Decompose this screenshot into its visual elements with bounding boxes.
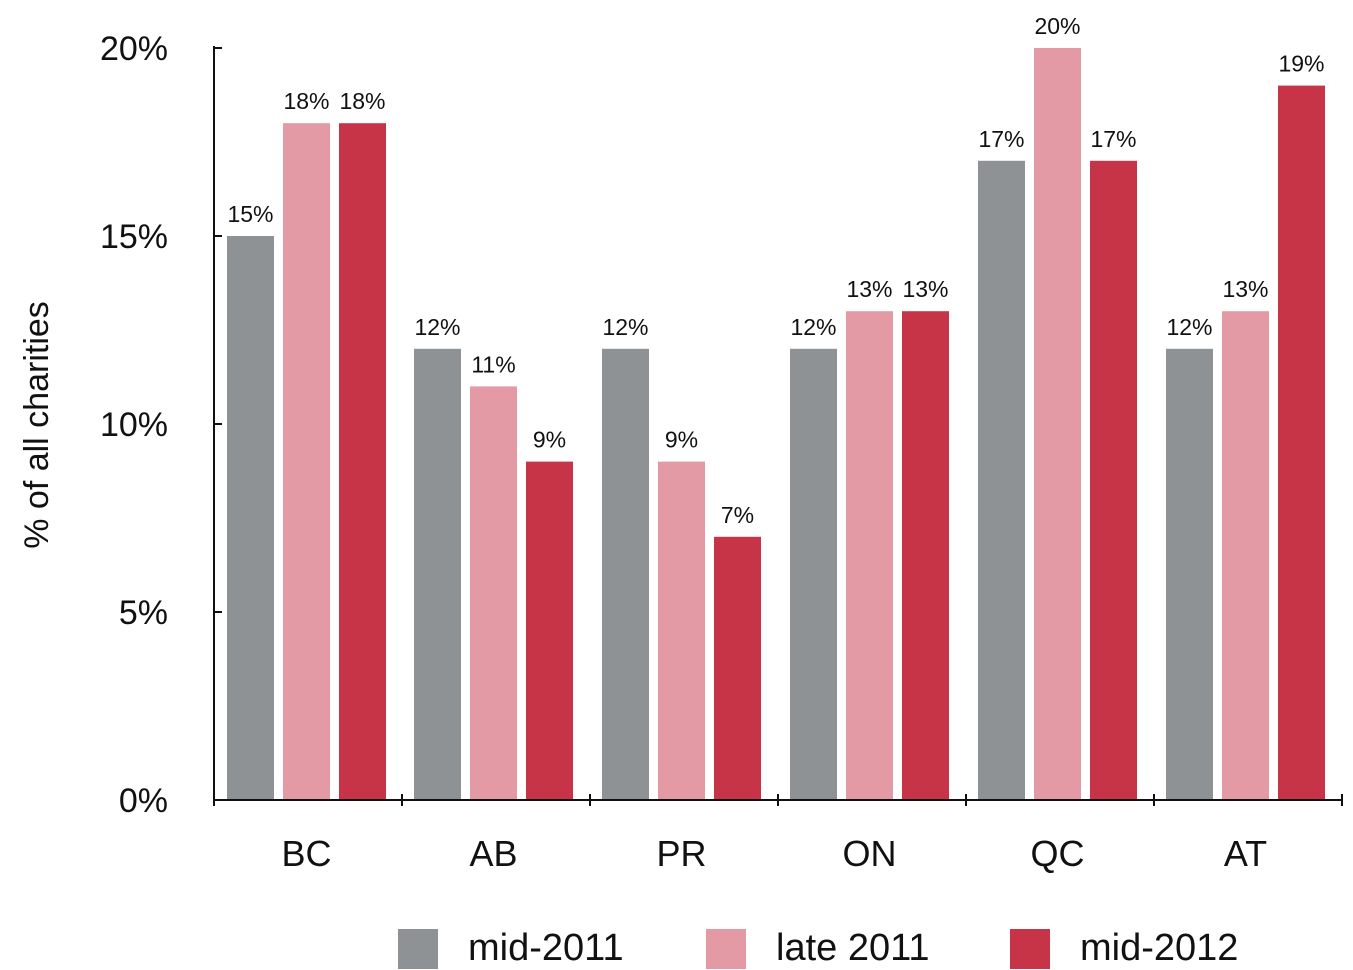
legend-label: late 2011: [776, 927, 930, 969]
bars-layer: [227, 48, 1325, 801]
data-label: 13%: [902, 276, 948, 302]
data-label: 18%: [283, 88, 329, 114]
legend-label: mid-2012: [1080, 927, 1238, 969]
data-label: 18%: [339, 88, 385, 114]
bar-on-late-2011: [846, 311, 893, 800]
bar-pr-mid-2011: [602, 348, 649, 800]
data-label: 17%: [978, 126, 1024, 152]
data-label: 20%: [1034, 13, 1080, 39]
y-tick-label: 15%: [100, 218, 168, 256]
data-label: 9%: [533, 427, 566, 453]
bar-ab-mid-2011: [414, 348, 461, 800]
data-label: 11%: [471, 351, 515, 377]
x-tick-label: AB: [469, 833, 517, 874]
bar-on-mid-2012: [902, 311, 949, 800]
legend-swatch-mid-2012: [1010, 929, 1050, 969]
x-tick-label: BC: [281, 833, 331, 874]
y-axis-title: % of all charities: [18, 301, 56, 549]
bar-bc-mid-2011: [227, 236, 274, 800]
axes-layer: 0% 5% 10% 15% 20% BC AB PR ON QC AT: [100, 30, 1343, 874]
bar-qc-mid-2011: [978, 160, 1025, 801]
data-label: 15%: [227, 201, 273, 227]
legend-swatch-mid-2011: [398, 929, 438, 969]
bar-ab-mid-2012: [526, 461, 573, 800]
data-label: 12%: [602, 314, 648, 340]
legend-swatch-late-2011: [706, 929, 746, 969]
x-tick-label: QC: [1031, 833, 1085, 874]
bar-at-mid-2011: [1166, 348, 1213, 800]
y-tick-label: 20%: [100, 30, 168, 68]
bar-at-late-2011: [1222, 311, 1269, 800]
y-tick-label: 5%: [119, 594, 168, 632]
bar-pr-late-2011: [658, 461, 705, 800]
data-labels-layer: 15% 12% 12% 12% 17% 12% 18% 11% 9% 13% 20% 13% 18% 9%…: [227, 13, 1324, 528]
legend-label: mid-2011: [468, 927, 624, 969]
bar-ab-late-2011: [470, 386, 517, 800]
x-tick-label: PR: [656, 833, 706, 874]
data-label: 12%: [414, 314, 460, 340]
bar-qc-mid-2012: [1090, 160, 1137, 801]
data-label: 13%: [846, 276, 892, 302]
x-tick-label: AT: [1224, 833, 1267, 874]
data-label: 12%: [1166, 314, 1212, 340]
data-label: 12%: [790, 314, 836, 340]
bar-bc-mid-2012: [339, 123, 386, 800]
bar-pr-mid-2012: [714, 536, 761, 800]
data-label: 17%: [1090, 126, 1136, 152]
bar-at-mid-2012: [1278, 85, 1325, 801]
y-tick-label: 0%: [119, 782, 168, 820]
x-tick-label: ON: [843, 833, 897, 874]
data-label: 19%: [1278, 51, 1324, 77]
legend: mid-2011 late 2011 mid-2012: [398, 927, 1238, 969]
data-label: 9%: [665, 427, 698, 453]
y-tick-label: 10%: [100, 406, 168, 444]
data-label: 13%: [1222, 276, 1268, 302]
bar-on-mid-2011: [790, 348, 837, 800]
bar-qc-late-2011: [1034, 48, 1081, 800]
data-label: 7%: [721, 502, 754, 528]
bar-bc-late-2011: [283, 123, 330, 800]
